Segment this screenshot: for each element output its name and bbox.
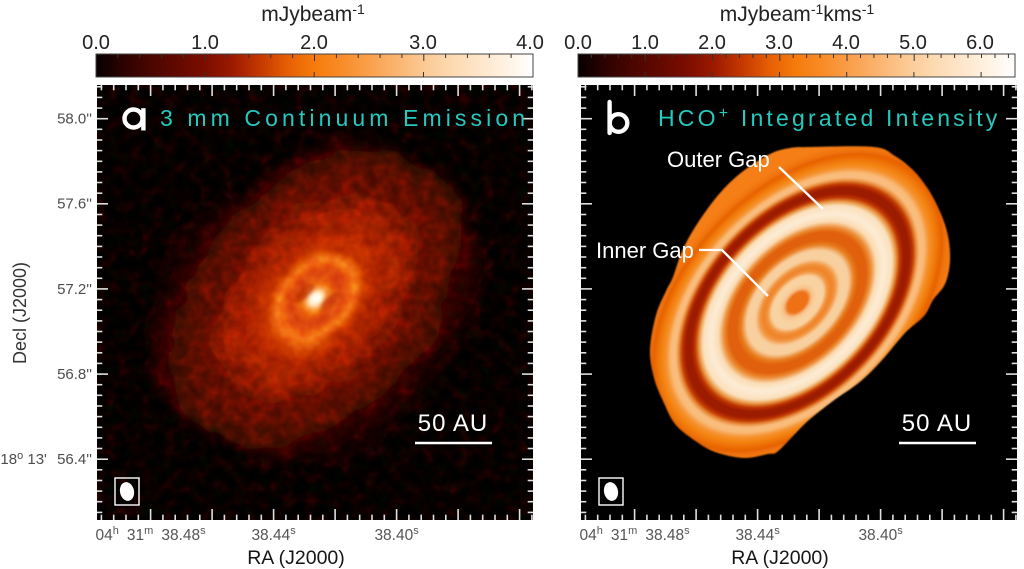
svg-text:56.8'': 56.8'' (57, 366, 92, 383)
svg-text:Inner Gap: Inner Gap (596, 238, 694, 263)
svg-text:6.0: 6.0 (966, 32, 994, 54)
svg-text:3.0: 3.0 (409, 32, 437, 54)
svg-text:4.0: 4.0 (516, 32, 544, 54)
svg-text:38.44s: 38.44s (735, 525, 780, 544)
svg-text:18o 13' 56.4'': 18o 13' 56.4'' (0, 450, 92, 468)
svg-text:0.0: 0.0 (82, 32, 110, 54)
svg-text:58.0'': 58.0'' (57, 111, 92, 128)
svg-text:1.0: 1.0 (631, 32, 659, 54)
svg-text:2.0: 2.0 (698, 32, 726, 54)
svg-text:RA (J2000): RA (J2000) (247, 547, 345, 569)
svg-text:57.2'': 57.2'' (57, 281, 92, 298)
svg-text:38.40s: 38.40s (374, 525, 419, 544)
svg-text:mJybeam-1: mJybeam-1 (261, 1, 365, 26)
svg-text:0.0: 0.0 (564, 32, 592, 54)
svg-text:5.0: 5.0 (899, 32, 927, 54)
svg-text:3.0: 3.0 (765, 32, 793, 54)
svg-text:3 mm Continuum Emission: 3 mm Continuum Emission (160, 105, 529, 131)
svg-text:38.40s: 38.40s (858, 525, 903, 544)
svg-text:1.0: 1.0 (191, 32, 219, 54)
svg-text:Outer Gap: Outer Gap (667, 147, 770, 172)
svg-text:4.0: 4.0 (832, 32, 860, 54)
svg-text:HCO+ Integrated Intensity: HCO+ Integrated Intensity (658, 105, 1000, 131)
svg-text:38.44s: 38.44s (251, 525, 296, 544)
svg-text:57.6'': 57.6'' (57, 196, 92, 213)
svg-text:2.0: 2.0 (300, 32, 328, 54)
svg-text:50 AU: 50 AU (902, 410, 972, 437)
svg-text:50 AU: 50 AU (418, 410, 488, 437)
svg-text:Decl (J2000): Decl (J2000) (10, 262, 30, 364)
svg-text:mJybeam-1kms-1: mJybeam-1kms-1 (720, 1, 875, 26)
svg-text:RA (J2000): RA (J2000) (731, 547, 829, 569)
